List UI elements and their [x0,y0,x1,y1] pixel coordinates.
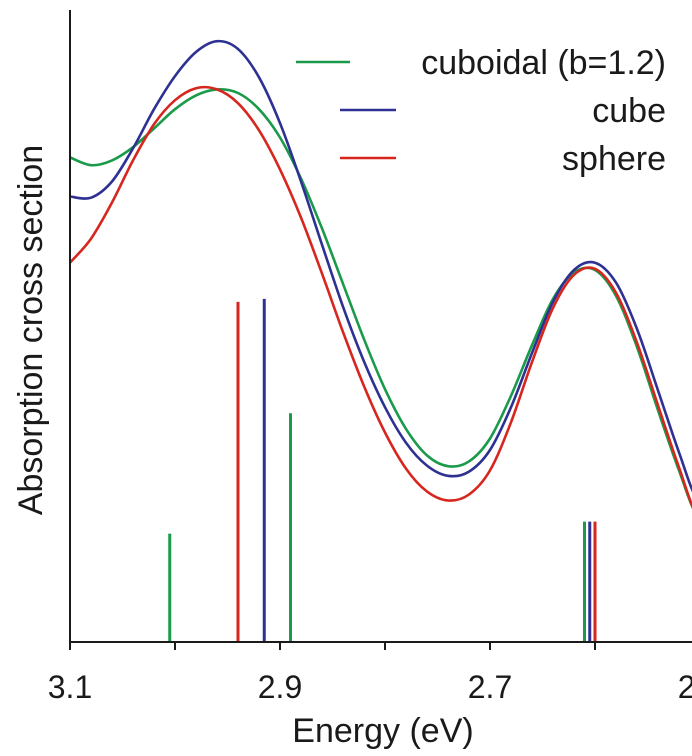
series-line-cuboidal-b-1-2 [69,88,692,510]
legend-label-sphere: sphere [562,140,666,178]
x-tick-label: 2.7 [468,669,512,705]
legend-label-cube: cube [592,92,666,130]
x-axis-title: Energy (eV) [292,712,473,750]
x-tick-label: 3.1 [48,669,92,705]
x-tick-label: 2.9 [258,669,302,705]
series-layer [69,39,692,510]
legend: cuboidal (b=1.2) cube sphere [296,44,666,178]
series-line-cube [69,39,692,493]
y-axis-title: Absorption cross section [12,145,50,515]
legend-label-cuboidal-b-1-2: cuboidal (b=1.2) [421,44,666,82]
stick-layer [168,298,597,642]
series-line-sphere [69,85,692,509]
tick-layer: 3.12.92.72.52.3 [48,642,692,705]
x-tick-label: 2.5 [678,669,692,705]
axes-layer [69,10,692,643]
